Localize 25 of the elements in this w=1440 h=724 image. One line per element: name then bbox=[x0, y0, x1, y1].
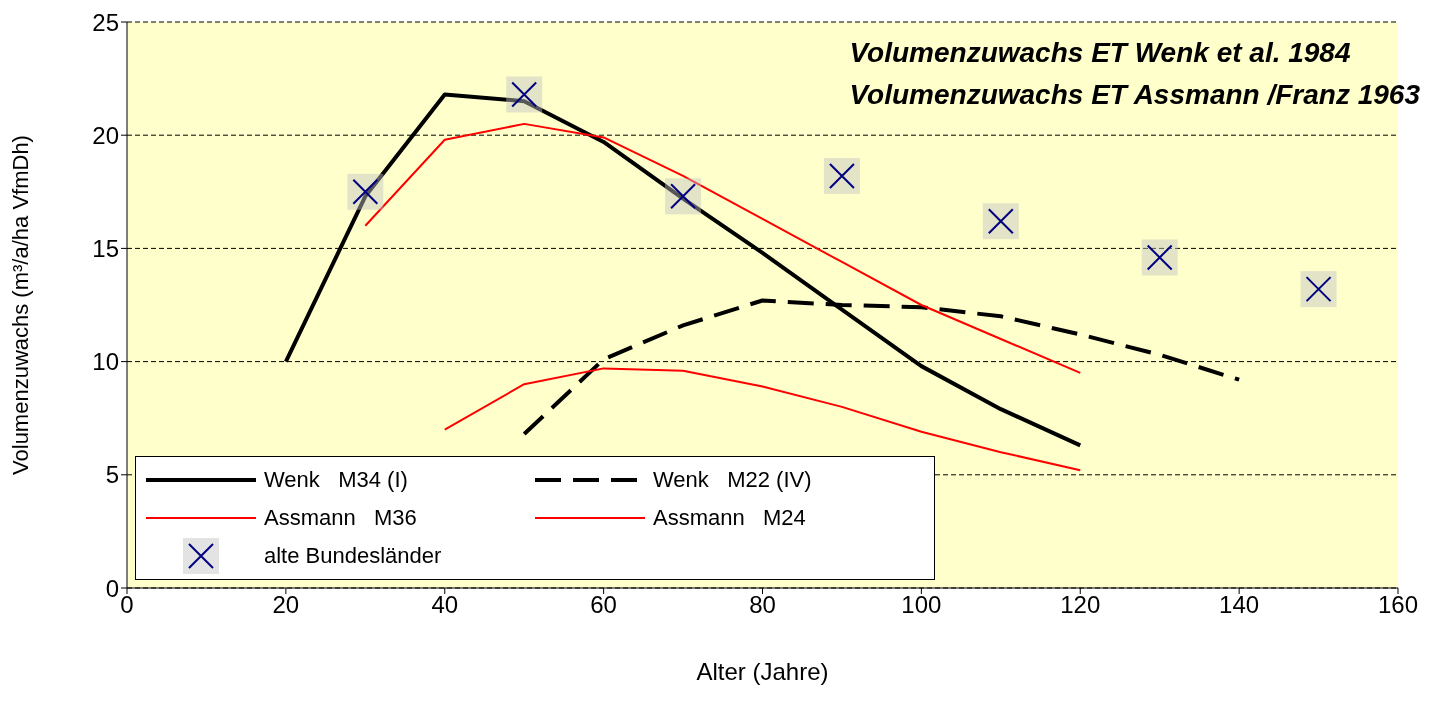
x-tick-label: 120 bbox=[1060, 591, 1101, 619]
legend-label: Assmann M24 bbox=[653, 505, 806, 531]
legend-label: Wenk M22 (IV) bbox=[653, 467, 812, 493]
x-tick-label: 140 bbox=[1219, 591, 1260, 619]
y-tick-label: 5 bbox=[105, 461, 119, 489]
legend-label: alte Bundesländer bbox=[264, 543, 442, 569]
x-tick-label: 80 bbox=[749, 591, 776, 619]
y-tick-label: 0 bbox=[105, 574, 119, 602]
x-axis-title: Alter (Jahre) bbox=[696, 658, 829, 685]
line-series bbox=[443, 367, 1082, 472]
y-tick-label: 10 bbox=[92, 348, 119, 376]
y-axis-title: Volumenzuwachs (m³/a/ha VfmDh) bbox=[7, 135, 33, 475]
x-tick-label: 40 bbox=[431, 591, 459, 619]
x-tick-label: 20 bbox=[272, 591, 300, 619]
line-series bbox=[364, 122, 1082, 374]
x-tick-label: 100 bbox=[901, 591, 942, 619]
y-tick-label: 20 bbox=[92, 121, 119, 149]
y-tick-label: 15 bbox=[92, 234, 119, 262]
annotation: Volumenzuwachs ET Assmann /Franz 1963 bbox=[849, 78, 1420, 112]
x-tick-label: 60 bbox=[590, 591, 617, 619]
annotation: Volumenzuwachs ET Wenk et al. 1984 bbox=[849, 36, 1352, 70]
legend-label: Assmann M36 bbox=[264, 505, 417, 531]
y-tick-label: 25 bbox=[92, 8, 119, 36]
x-tick-label: 160 bbox=[1377, 591, 1419, 619]
legend-label: Wenk M34 (I) bbox=[264, 467, 408, 493]
